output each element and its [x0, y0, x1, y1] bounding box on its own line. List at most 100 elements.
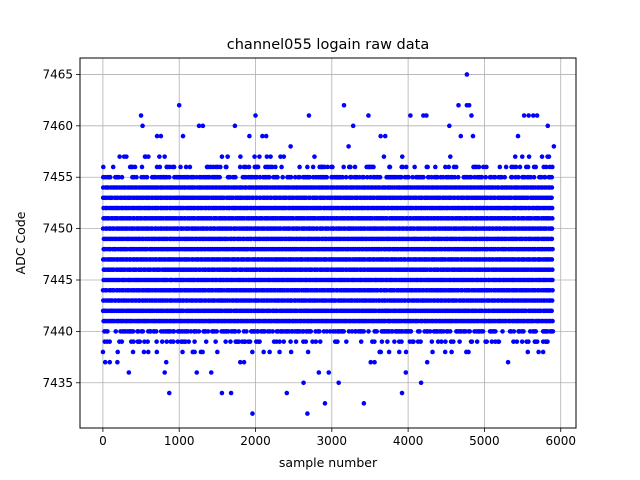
data-point [350, 123, 356, 129]
data-point [551, 144, 557, 149]
data-point [187, 164, 193, 170]
data-point [107, 174, 113, 180]
data-point [539, 154, 545, 159]
data-point [424, 359, 430, 365]
data-point [511, 329, 517, 334]
data-point [433, 164, 438, 170]
data-point [305, 164, 310, 170]
data-point [396, 349, 402, 355]
data-point [180, 349, 185, 355]
data-point [352, 164, 358, 170]
data-point [466, 102, 472, 108]
data-point [326, 370, 332, 375]
data-point [162, 154, 167, 159]
data-point [449, 349, 454, 355]
data-point [273, 164, 278, 170]
data-point [312, 154, 317, 159]
data-point [159, 339, 165, 344]
data-point [115, 359, 120, 365]
data-point [533, 164, 539, 170]
data-point [519, 154, 525, 159]
data-point [483, 174, 489, 180]
data-point [176, 102, 182, 108]
data-point [252, 154, 257, 159]
data-point [517, 164, 523, 170]
data-point [521, 329, 526, 334]
data-point [379, 339, 385, 344]
data-point [421, 174, 426, 180]
data-point [399, 154, 405, 159]
data-point [382, 133, 388, 139]
data-point [130, 349, 136, 355]
data-point [464, 72, 470, 77]
x-tick-label: 1000 [164, 434, 195, 448]
data-point [305, 349, 311, 355]
data-point [223, 339, 228, 344]
data-point [140, 329, 146, 334]
data-point [250, 411, 255, 416]
data-point [513, 164, 519, 170]
data-point [439, 339, 444, 344]
data-point [412, 164, 417, 170]
data-point [280, 174, 285, 180]
data-point [521, 113, 527, 118]
data-point [101, 164, 106, 170]
data-point [516, 174, 521, 180]
data-point [306, 113, 312, 118]
data-point [474, 339, 480, 344]
data-point [418, 380, 424, 386]
data-point [110, 164, 116, 170]
data-point [446, 164, 452, 170]
data-point [196, 329, 202, 334]
data-point [392, 339, 397, 344]
data-point [429, 339, 435, 344]
data-point [545, 123, 551, 129]
data-point [403, 370, 409, 375]
data-point [119, 339, 125, 344]
data-point [255, 164, 261, 170]
data-point [418, 339, 423, 344]
data-point [378, 133, 383, 139]
data-point [263, 133, 269, 139]
data-point [247, 133, 252, 139]
data-point [117, 154, 122, 159]
data-point [497, 164, 503, 170]
data-point [113, 329, 119, 334]
data-point [458, 133, 464, 139]
data-point [131, 339, 136, 344]
data-point [293, 339, 299, 344]
data-point [512, 154, 518, 159]
data-point [476, 164, 482, 170]
data-point [377, 174, 383, 180]
data-point [531, 174, 537, 180]
y-tick-label: 7440 [42, 324, 73, 338]
data-point [549, 257, 555, 262]
x-axis-label: sample number [279, 455, 378, 470]
data-point [425, 164, 430, 170]
data-point [480, 329, 486, 334]
data-point [550, 267, 555, 273]
data-point [324, 174, 330, 180]
data-point [257, 339, 262, 344]
data-point [277, 349, 282, 355]
data-point [341, 329, 347, 334]
data-point [218, 164, 223, 170]
x-tick-label: 5000 [469, 434, 500, 448]
data-point [288, 174, 294, 180]
data-point [403, 164, 409, 170]
data-point [171, 329, 177, 334]
data-point [503, 164, 509, 170]
data-point [399, 339, 404, 344]
data-point [288, 339, 293, 344]
data-point [158, 133, 164, 139]
data-point [550, 164, 555, 170]
y-tick-label: 7455 [42, 170, 73, 184]
data-point [192, 349, 197, 355]
data-point [257, 154, 262, 159]
data-points [100, 72, 557, 416]
data-point [137, 339, 143, 344]
data-point [317, 339, 323, 344]
data-point [549, 236, 555, 242]
data-point [139, 164, 145, 170]
data-point [534, 113, 540, 118]
